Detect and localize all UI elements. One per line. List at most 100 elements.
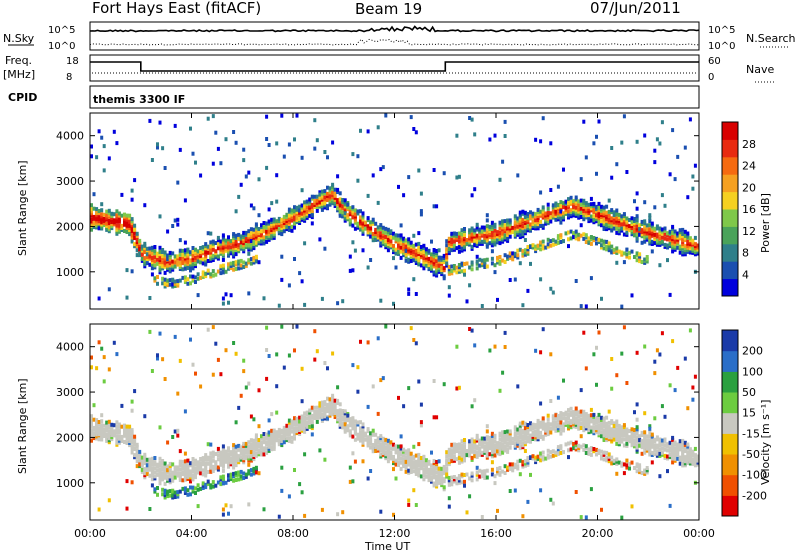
velocity-cell	[478, 446, 482, 451]
power-cell	[298, 217, 302, 221]
power-cell	[285, 214, 289, 219]
power-cell	[280, 254, 284, 259]
power-cell	[615, 216, 619, 221]
velocity-cell	[559, 411, 563, 416]
velocity-cell	[196, 462, 200, 467]
velocity-cell	[412, 454, 416, 459]
power-cell	[173, 254, 177, 259]
velocity-cell	[424, 458, 428, 463]
velocity-cell	[191, 461, 195, 466]
power-cell	[244, 263, 248, 268]
velocity-cell	[630, 439, 634, 444]
velocity-cell	[417, 442, 421, 447]
velocity-cell	[90, 424, 93, 429]
power-cell	[577, 203, 581, 208]
power-cell	[468, 236, 472, 241]
velocity-cell	[107, 498, 111, 503]
power-cell	[605, 223, 609, 227]
velocity-cell	[359, 426, 362, 431]
power-cell	[313, 146, 317, 151]
velocity-cell	[351, 451, 355, 456]
power-cell	[178, 238, 182, 243]
power-cell	[475, 241, 479, 246]
velocity-cell	[107, 419, 111, 424]
power-cell	[123, 214, 126, 219]
velocity-cell	[508, 466, 512, 471]
velocity-cell	[648, 426, 652, 431]
velocity-cell	[549, 422, 553, 427]
power-cell	[475, 227, 479, 232]
velocity-cell	[143, 414, 147, 419]
power-cell	[483, 258, 487, 263]
power-cell	[338, 209, 342, 214]
velocity-cell	[267, 436, 271, 441]
power-cell	[506, 222, 510, 227]
power-cell	[523, 223, 527, 228]
power-cell	[189, 258, 192, 263]
velocity-cell	[189, 492, 192, 497]
power-cell	[227, 262, 230, 267]
power-cell	[123, 212, 126, 217]
power-cell	[589, 202, 593, 207]
power-cell	[102, 221, 106, 225]
velocity-cell	[531, 454, 535, 459]
velocity-cell	[506, 433, 510, 438]
power-cell	[346, 202, 350, 207]
velocity-cell	[407, 448, 411, 453]
velocity-cell	[688, 328, 692, 333]
power-cell	[414, 292, 418, 296]
velocity-cell	[498, 452, 502, 457]
power-cell	[427, 248, 431, 253]
velocity-cell	[186, 470, 190, 475]
power-cell	[298, 204, 302, 209]
velocity-cell	[282, 428, 286, 432]
velocity-cell	[252, 417, 256, 422]
power-cell	[303, 206, 307, 211]
velocity-cell	[315, 415, 319, 420]
velocity-cell	[536, 456, 540, 461]
power-cell	[318, 200, 322, 205]
power-cell	[310, 194, 314, 199]
power-cell	[463, 229, 466, 234]
power-cell	[485, 213, 489, 218]
power-cell	[546, 210, 550, 215]
velocity-cell	[171, 491, 175, 495]
power-cell	[536, 207, 540, 212]
power-cell	[221, 233, 225, 238]
velocity-cell	[359, 420, 362, 425]
power-cell	[315, 194, 319, 199]
power-cell	[506, 254, 510, 259]
velocity-cell	[473, 343, 477, 348]
power-cell	[643, 231, 647, 236]
power-cell	[402, 238, 406, 243]
velocity-cell	[635, 462, 639, 467]
velocity-cell	[529, 421, 532, 426]
power-cell	[267, 143, 271, 147]
velocity-cell	[485, 451, 489, 456]
velocity-cell	[323, 457, 327, 462]
velocity-cell	[293, 348, 296, 353]
power-cell	[447, 271, 451, 276]
velocity-cell	[397, 460, 400, 465]
power-cell	[488, 233, 492, 238]
power-cell	[196, 259, 200, 264]
velocity-cell	[630, 504, 634, 509]
velocity-cell	[526, 437, 530, 442]
power-cell	[364, 220, 367, 225]
power-cell	[620, 250, 624, 255]
velocity-cell	[445, 466, 449, 471]
power-cell	[683, 231, 687, 236]
velocity-cell	[196, 504, 200, 509]
velocity-cell	[447, 478, 451, 483]
velocity-cell	[156, 492, 159, 497]
velocity-cell	[579, 413, 583, 418]
power-cell	[597, 216, 601, 221]
power-cell	[293, 209, 296, 214]
velocity-cell	[348, 465, 352, 470]
velocity-cell	[521, 514, 525, 519]
velocity-cell	[536, 418, 540, 423]
power-cell	[435, 267, 439, 272]
power-cell	[323, 246, 327, 251]
velocity-cell	[130, 432, 134, 437]
power-cell	[574, 279, 578, 283]
